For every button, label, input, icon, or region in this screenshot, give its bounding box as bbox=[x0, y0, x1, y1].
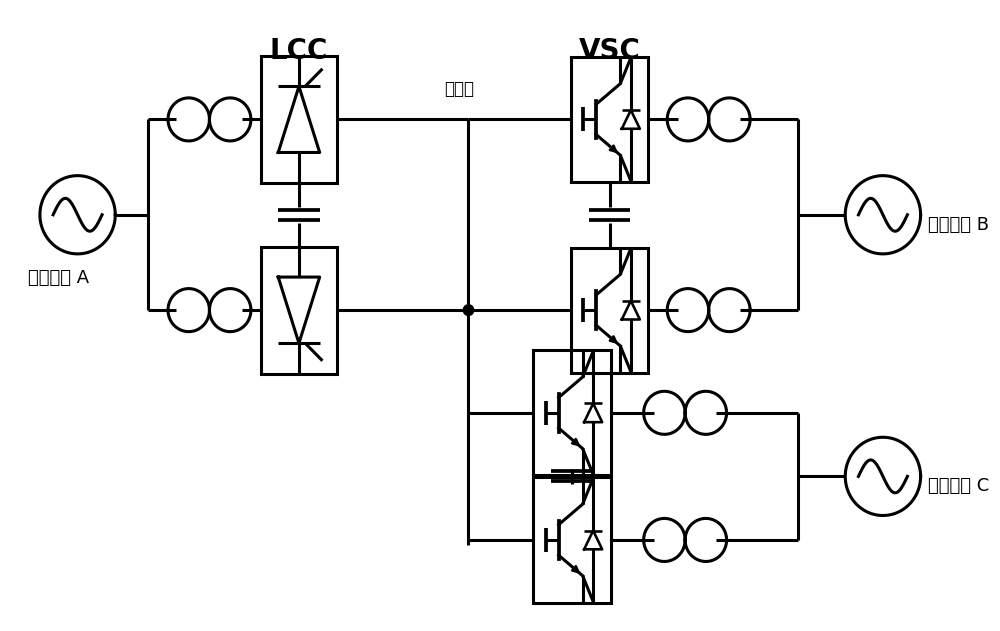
Text: 交流电网 A: 交流电网 A bbox=[28, 269, 89, 286]
Bar bbox=[571, 57, 648, 182]
Bar bbox=[261, 56, 337, 183]
Bar bbox=[261, 247, 337, 374]
Text: VSC: VSC bbox=[579, 37, 641, 65]
Circle shape bbox=[463, 305, 474, 316]
Bar bbox=[533, 478, 611, 603]
Bar bbox=[571, 247, 648, 373]
Text: 交流电网 B: 交流电网 B bbox=[928, 216, 989, 233]
Text: 交流电网 C: 交流电网 C bbox=[928, 477, 989, 495]
Bar bbox=[533, 350, 611, 475]
Text: LCC: LCC bbox=[270, 37, 328, 65]
Text: 架空线: 架空线 bbox=[444, 80, 474, 98]
